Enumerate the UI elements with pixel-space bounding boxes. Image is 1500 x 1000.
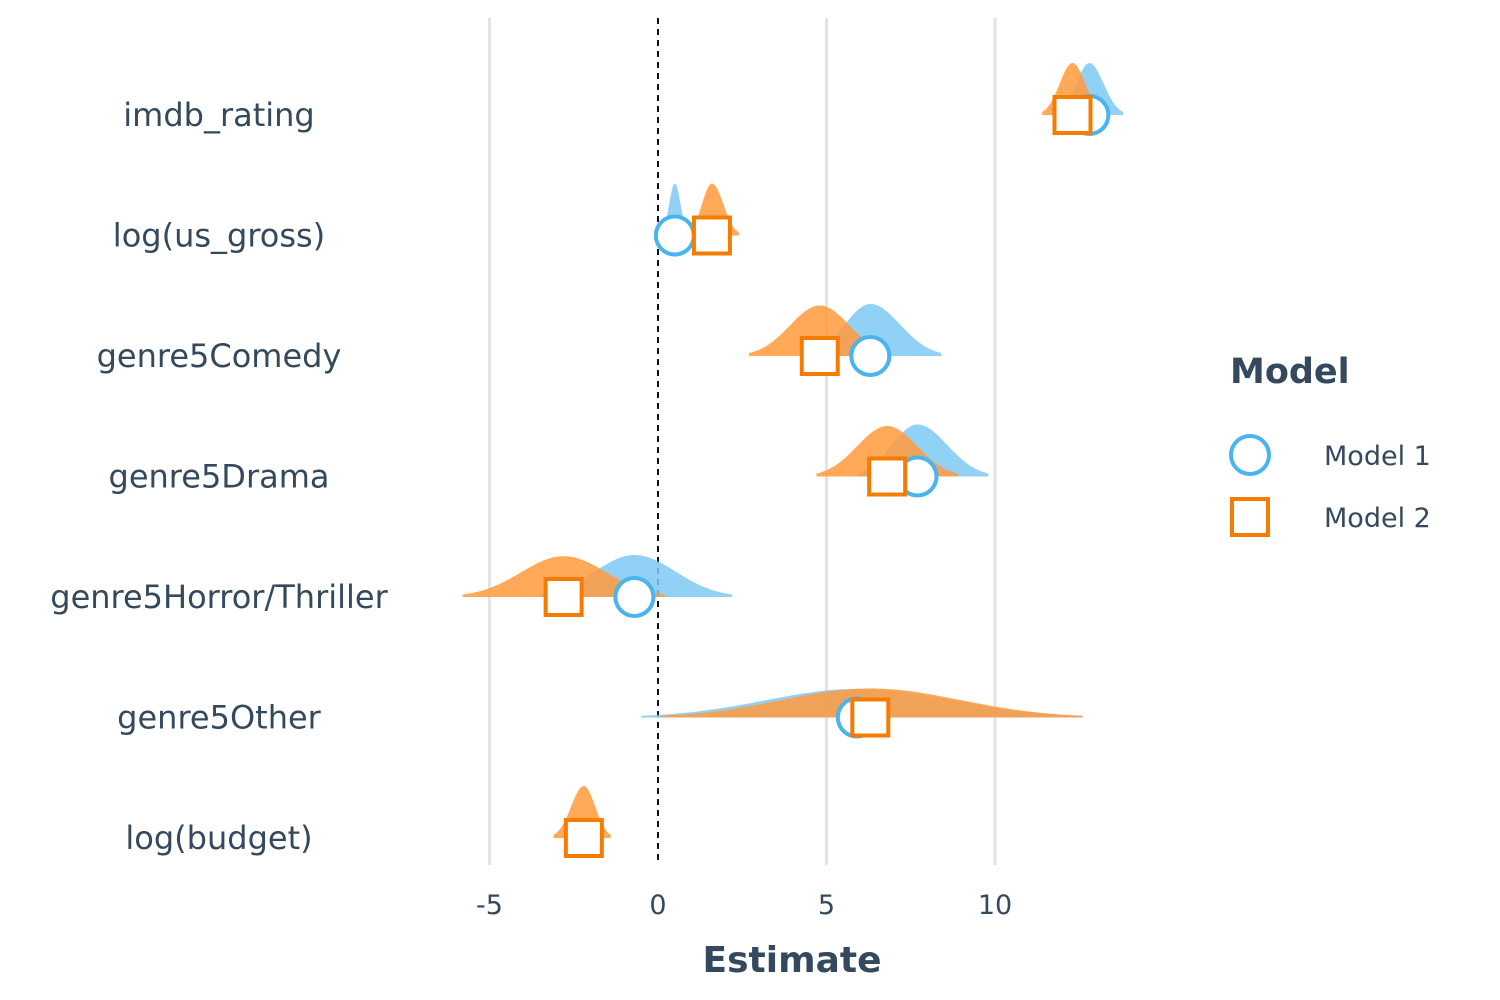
legend-label-model-2: Model 2	[1324, 503, 1431, 534]
legend-label-model-1: Model 1	[1324, 441, 1431, 472]
term-label-imdb-rating: imdb_rating	[123, 96, 314, 134]
density-model-2-genre5horror-thriller	[462, 556, 665, 597]
x-tick-label-0: 0	[649, 890, 666, 921]
point-model-2-log-us-gross	[691, 215, 732, 256]
x-tick-label-10: 10	[978, 890, 1012, 921]
density-layer	[462, 63, 1124, 838]
term-label-log-us-gross: log(us_gross)	[113, 217, 325, 255]
term-label-genre5drama: genre5Drama	[109, 458, 330, 496]
marker-layer	[543, 94, 1111, 858]
term-label-genre5other: genre5Other	[117, 699, 321, 737]
legend-key-model-1	[1229, 434, 1271, 476]
x-tick-label-5: -5	[476, 890, 503, 921]
point-model-2-genre5drama	[867, 456, 908, 497]
point-model-2-genre5other	[850, 697, 891, 738]
grid-lines	[488, 18, 997, 865]
term-labels: imdb_rating log(us_gross) genre5Comedy genr…	[50, 96, 388, 857]
x-tick-label-5: 5	[818, 890, 835, 921]
point-model-2-genre5horror-thriller	[543, 577, 584, 617]
legend: Model Model 1 Model 2	[1229, 352, 1431, 537]
point-model-2-log-budget	[563, 818, 604, 858]
point-model-1-genre5comedy	[849, 335, 892, 377]
point-model-1-genre5horror-thriller	[613, 576, 656, 618]
x-tick-labels: -5 0 5 10	[476, 890, 1012, 921]
point-model-2-imdb-rating	[1052, 95, 1093, 135]
term-label-log-budget: log(budget)	[125, 819, 312, 857]
point-model-2-genre5comedy	[799, 336, 840, 376]
term-label-genre5comedy: genre5Comedy	[97, 337, 342, 375]
legend-title: Model	[1230, 352, 1350, 392]
term-label-genre5horror-thriller: genre5Horror/Thriller	[50, 578, 388, 616]
point-model-1-log-us-gross	[653, 214, 696, 257]
x-axis-title: Estimate	[703, 940, 882, 981]
legend-key-model-2	[1230, 497, 1270, 537]
